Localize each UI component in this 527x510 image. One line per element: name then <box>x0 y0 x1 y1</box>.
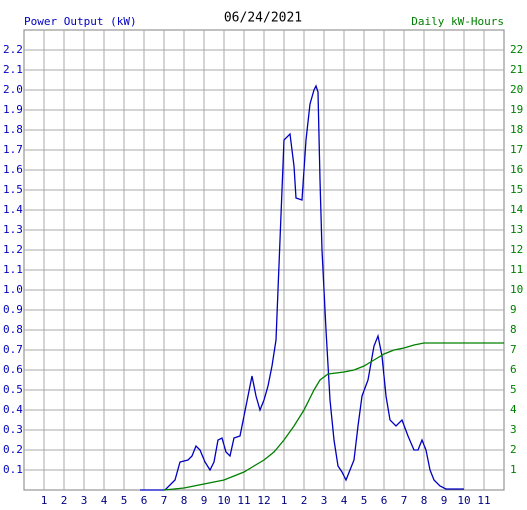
y-tick-label: 0.1 <box>3 463 23 476</box>
x-tick-label: 6 <box>141 494 148 507</box>
y2-tick-label: 1 <box>510 463 517 476</box>
y-tick-label: 1.3 <box>3 223 23 236</box>
x-tick-label: 9 <box>201 494 208 507</box>
y2-axis-label: Daily kW-Hours <box>411 15 504 28</box>
y-tick-label: 1.8 <box>3 123 23 136</box>
y2-tick-label: 12 <box>510 243 523 256</box>
x-tick-label: 2 <box>301 494 308 507</box>
x-tick-label: 8 <box>421 494 428 507</box>
y2-tick-label: 17 <box>510 143 523 156</box>
y-tick-label: 0.3 <box>3 423 23 436</box>
y2-tick-label: 11 <box>510 263 523 276</box>
y2-tick-label: 15 <box>510 183 523 196</box>
x-tick-label: 2 <box>61 494 68 507</box>
y-tick-label: 2.0 <box>3 83 23 96</box>
y-tick-label: 1.1 <box>3 263 23 276</box>
y-tick-label: 0.7 <box>3 343 23 356</box>
y-tick-label: 0.5 <box>3 383 23 396</box>
x-tick-label: 5 <box>121 494 128 507</box>
y2-tick-label: 18 <box>510 123 523 136</box>
y-tick-label: 1.2 <box>3 243 23 256</box>
y2-tick-label: 6 <box>510 363 517 376</box>
y-axis-label: Power Output (kW) <box>24 15 137 28</box>
y2-tick-label: 9 <box>510 303 517 316</box>
y2-tick-label: 5 <box>510 383 517 396</box>
y2-tick-label: 8 <box>510 323 517 336</box>
y2-tick-label: 13 <box>510 223 523 236</box>
x-tick-label: 1 <box>41 494 48 507</box>
x-tick-label: 10 <box>217 494 230 507</box>
chart-title: 06/24/2021 <box>224 11 302 26</box>
y2-tick-label: 2 <box>510 443 517 456</box>
x-tick-label: 3 <box>81 494 88 507</box>
y-tick-label: 2.1 <box>3 63 23 76</box>
y-tick-label: 1.4 <box>3 203 23 216</box>
y2-tick-label: 3 <box>510 423 517 436</box>
y-tick-label: 1.0 <box>3 283 23 296</box>
y2-tick-label: 10 <box>510 283 523 296</box>
y-tick-label: 0.4 <box>3 403 23 416</box>
x-tick-label: 5 <box>361 494 368 507</box>
y-tick-label: 1.6 <box>3 163 23 176</box>
x-tick-label: 12 <box>257 494 270 507</box>
x-tick-label: 11 <box>237 494 250 507</box>
x-tick-label: 10 <box>457 494 470 507</box>
x-tick-label: 11 <box>477 494 490 507</box>
y2-tick-label: 21 <box>510 63 523 76</box>
x-tick-label: 1 <box>281 494 288 507</box>
y2-tick-label: 14 <box>510 203 524 216</box>
y2-tick-label: 16 <box>510 163 523 176</box>
x-tick-label: 9 <box>441 494 448 507</box>
x-tick-label: 7 <box>401 494 408 507</box>
x-tick-label: 7 <box>161 494 168 507</box>
y-tick-label: 2.2 <box>3 43 23 56</box>
data-line <box>140 84 464 491</box>
y-tick-label: 0.6 <box>3 363 23 376</box>
y2-tick-label: 22 <box>510 43 523 56</box>
y-tick-label: 1.9 <box>3 103 23 116</box>
y2-tick-label: 20 <box>510 83 523 96</box>
y-tick-label: 0.9 <box>3 303 23 316</box>
y2-tick-label: 7 <box>510 343 517 356</box>
y-tick-label: 1.7 <box>3 143 23 156</box>
y2-tick-label: 19 <box>510 103 523 116</box>
x-tick-label: 8 <box>181 494 188 507</box>
x-tick-label: 3 <box>321 494 328 507</box>
x-tick-label: 6 <box>381 494 388 507</box>
y-tick-label: 0.8 <box>3 323 23 336</box>
x-tick-label: 4 <box>101 494 108 507</box>
y-tick-label: 1.5 <box>3 183 23 196</box>
x-tick-label: 4 <box>341 494 348 507</box>
y-tick-label: 0.2 <box>3 443 23 456</box>
data-line <box>163 342 504 491</box>
y2-tick-label: 4 <box>510 403 517 416</box>
